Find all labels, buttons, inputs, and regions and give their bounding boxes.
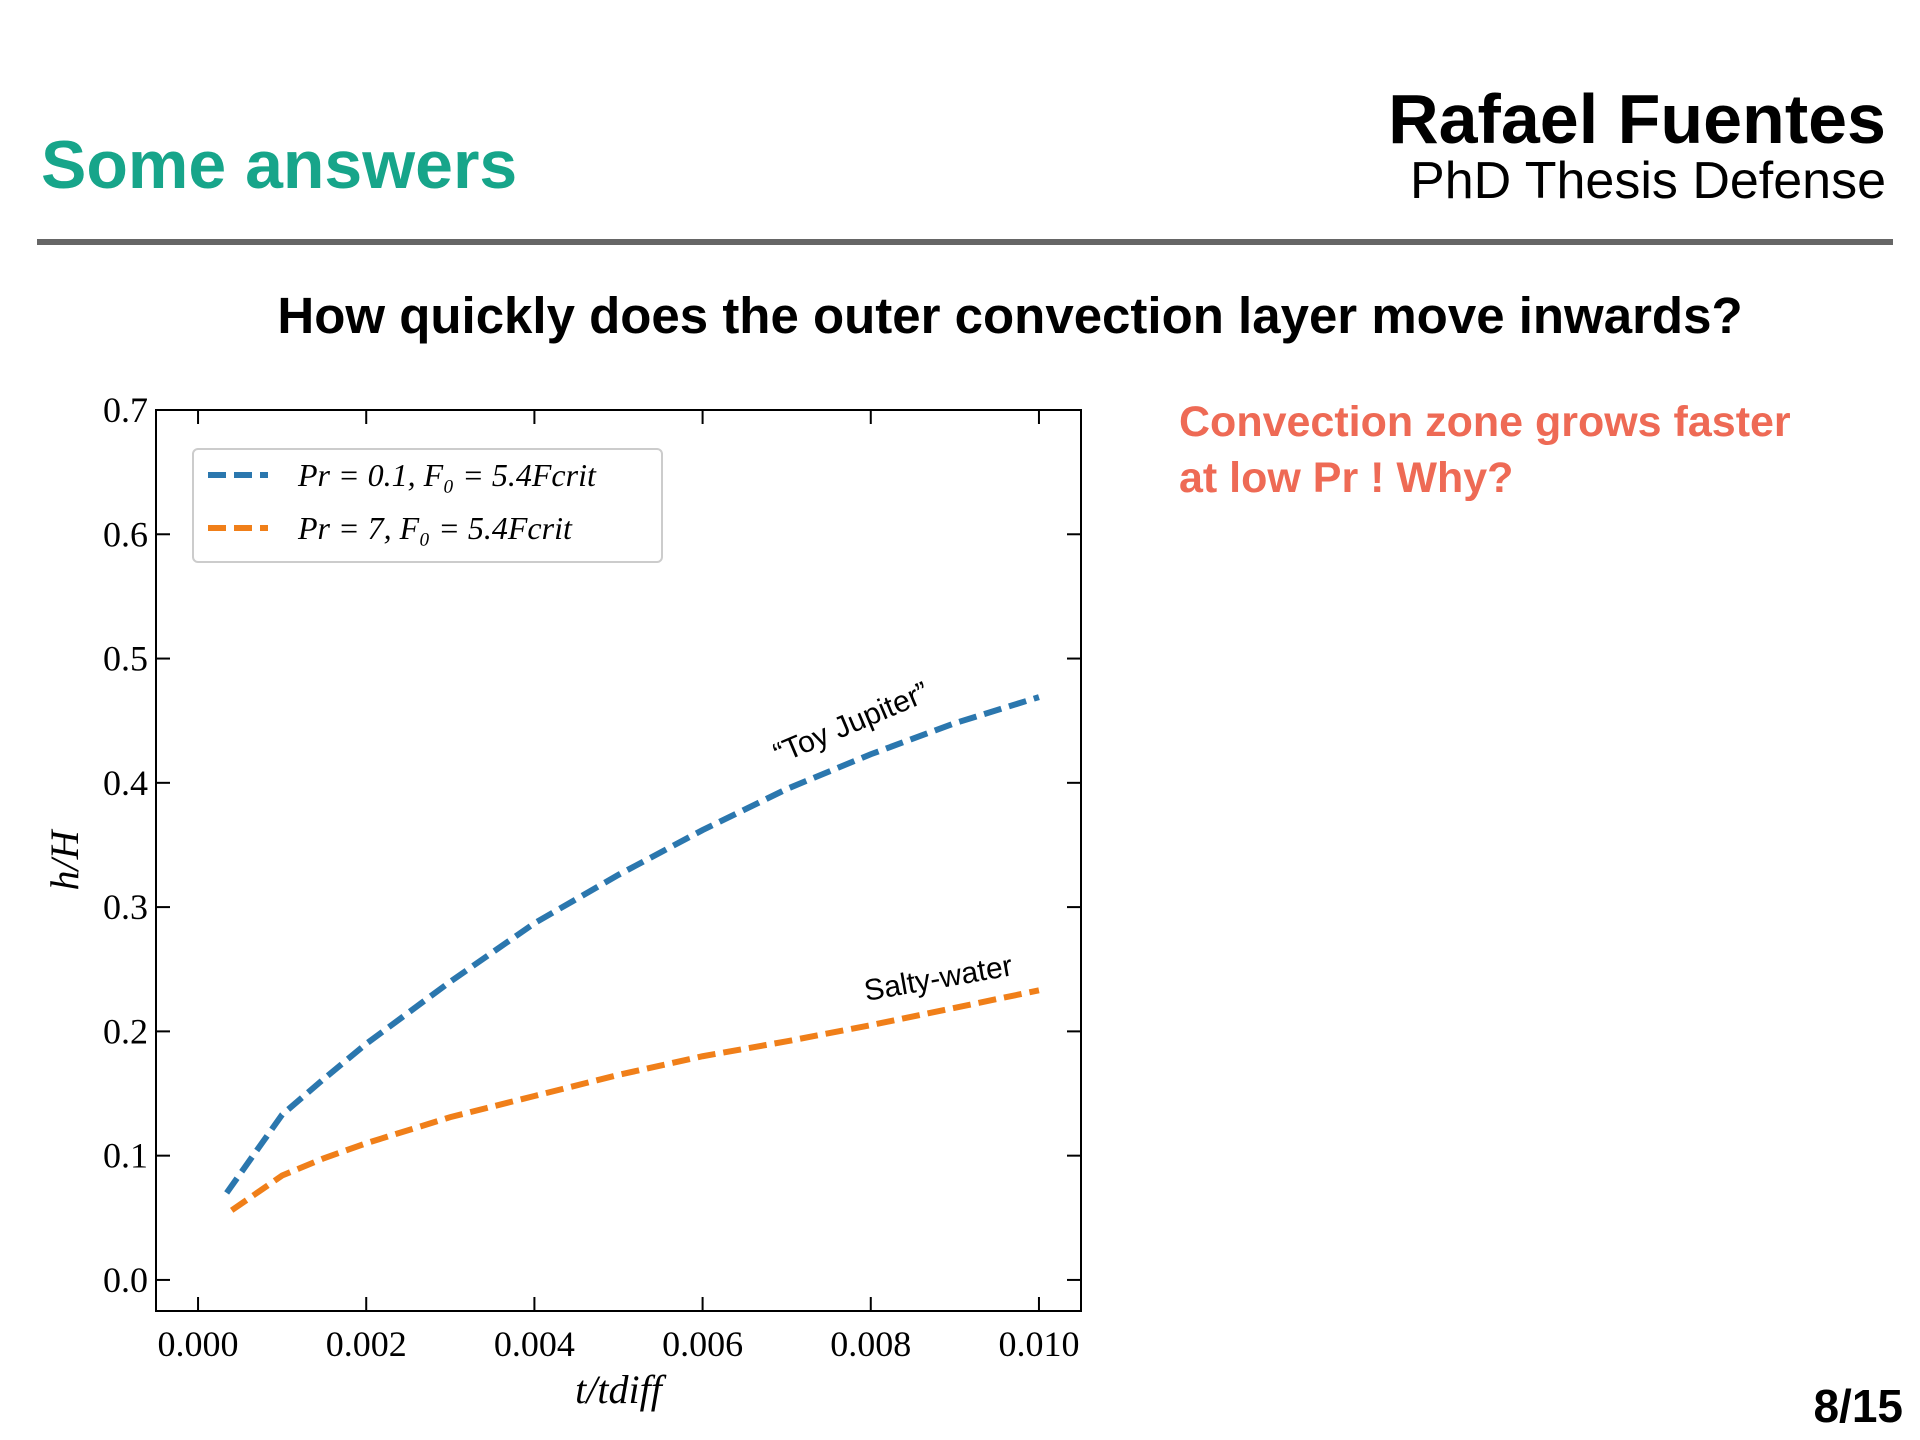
subtitle: PhD Thesis Defense: [1410, 152, 1886, 210]
x-tick-label: 0.010: [998, 1324, 1079, 1364]
y-tick-label: 0.7: [103, 390, 148, 430]
question: How quickly does the outer convection la…: [277, 287, 1742, 344]
y-tick-label: 0.1: [103, 1136, 148, 1176]
note-line: at low Pr ! Why?: [1179, 454, 1513, 502]
x-tick-label: 0.006: [662, 1324, 743, 1364]
y-tick-label: 0.5: [103, 639, 148, 679]
y-tick-label: 0.3: [103, 887, 148, 927]
series-line: [229, 987, 1040, 1213]
x-tick-label: 0.000: [158, 1324, 239, 1364]
y-tick-label: 0.6: [103, 514, 148, 554]
legend-label: Pr = 0.1, F₀ = 5.4Fcrit: [297, 457, 597, 493]
series-line: [224, 694, 1040, 1195]
y-tick-label: 0.4: [103, 763, 148, 803]
x-tick-label: 0.004: [494, 1324, 575, 1364]
plot: 0.000 0.002 0.004 0.006 0.008 0.010 0.0 0.1 0.2 0…: [42, 390, 1082, 1412]
plot-frame: [155, 409, 1082, 1312]
slide-title: Some answers: [41, 127, 517, 203]
note-line: Convection zone grows faster: [1179, 398, 1791, 446]
divider: [37, 239, 1893, 245]
y-axis-label: h/H: [42, 828, 87, 890]
x-axis-label: t/tdiff: [575, 1367, 667, 1412]
legend-box: [192, 448, 663, 563]
y-tick-label: 0.2: [103, 1011, 148, 1051]
y-tick-label: 0.0: [103, 1260, 148, 1300]
author: Rafael Fuentes: [1388, 80, 1886, 158]
x-tick-label: 0.008: [830, 1324, 911, 1364]
page-number: 8/15: [1813, 1380, 1903, 1432]
legend-label: Pr = 7, F₀ = 5.4Fcrit: [297, 510, 573, 546]
annotation: “Toy Jupiter”: [769, 676, 934, 771]
x-tick-label: 0.002: [326, 1324, 407, 1364]
